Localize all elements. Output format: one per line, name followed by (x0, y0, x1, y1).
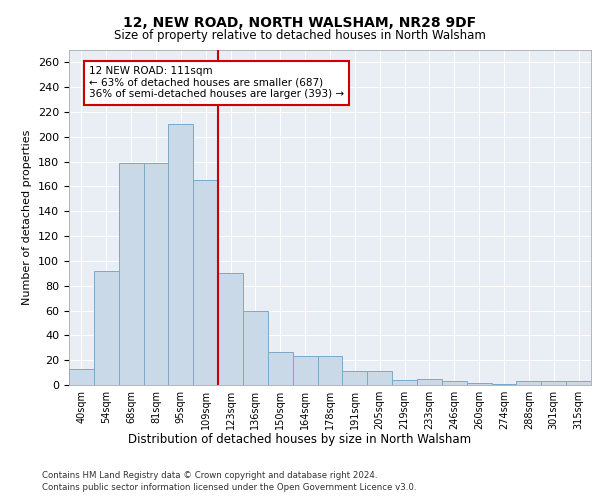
Bar (317, 356, 343, 385)
Bar (243, 310, 268, 385)
Text: Size of property relative to detached houses in North Walsham: Size of property relative to detached ho… (114, 29, 486, 42)
Bar (69, 369, 94, 385)
Text: 12, NEW ROAD, NORTH WALSHAM, NR28 9DF: 12, NEW ROAD, NORTH WALSHAM, NR28 9DF (124, 16, 476, 30)
Bar (119, 163, 143, 385)
Bar (94, 271, 119, 385)
Bar (541, 382, 566, 385)
Bar (442, 382, 467, 385)
Bar (367, 372, 392, 385)
Bar (392, 380, 417, 385)
Bar (566, 382, 591, 385)
Text: Distribution of detached houses by size in North Walsham: Distribution of detached houses by size … (128, 432, 472, 446)
Bar (293, 356, 317, 385)
Text: Contains public sector information licensed under the Open Government Licence v3: Contains public sector information licen… (42, 482, 416, 492)
Bar (467, 382, 491, 385)
Bar (343, 372, 367, 385)
Bar (491, 384, 517, 385)
Bar (193, 180, 218, 385)
Y-axis label: Number of detached properties: Number of detached properties (22, 130, 32, 305)
Bar (417, 379, 442, 385)
Bar (169, 124, 193, 385)
Text: 12 NEW ROAD: 111sqm
← 63% of detached houses are smaller (687)
36% of semi-detac: 12 NEW ROAD: 111sqm ← 63% of detached ho… (89, 66, 344, 100)
Bar (517, 382, 541, 385)
Text: Contains HM Land Registry data © Crown copyright and database right 2024.: Contains HM Land Registry data © Crown c… (42, 471, 377, 480)
Bar (218, 274, 243, 385)
Bar (268, 352, 293, 385)
Bar (143, 163, 169, 385)
